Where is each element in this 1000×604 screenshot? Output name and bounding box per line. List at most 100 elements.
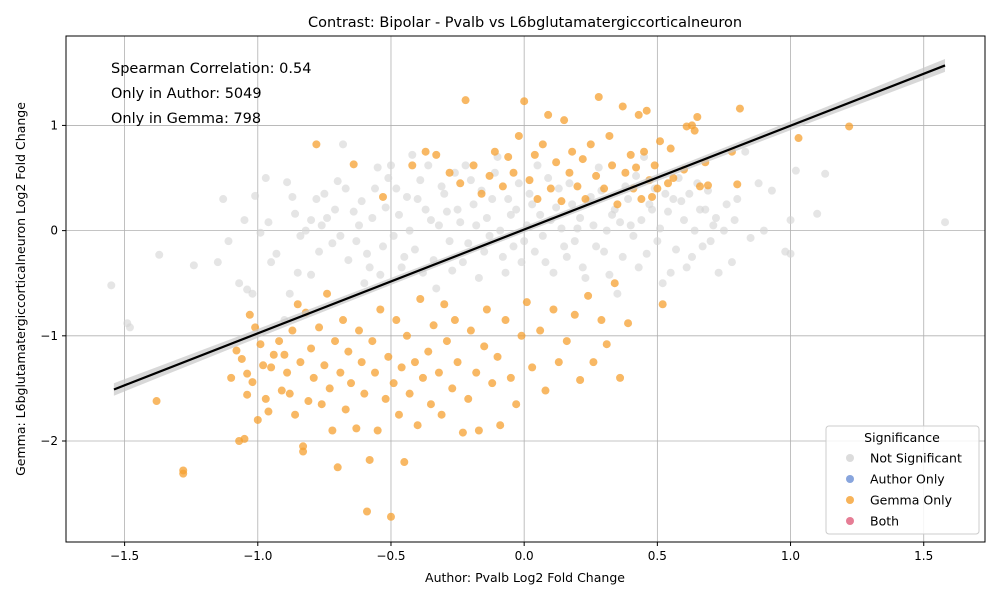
scatter-point-not-significant [363,249,372,258]
y-tick-label: −2 [40,434,58,448]
x-tick-label: 0.0 [515,549,534,563]
scatter-point-gemma-only [283,368,292,377]
scatter-point-gemma-only [352,424,361,433]
scatter-point-gemma-only [456,179,465,188]
scatter-point-gemma-only [368,337,377,346]
scatter-point-not-significant [525,189,534,198]
scatter-point-gemma-only [328,426,337,435]
gemma-only-count-annotation: Only in Gemma: 798 [111,111,261,127]
scatter-point-not-significant [624,195,633,204]
scatter-point-gemma-only [562,337,571,346]
scatter-point-not-significant [560,242,569,251]
scatter-point-not-significant [514,179,523,188]
scatter-point-not-significant [498,252,507,261]
scatter-point-gemma-only [347,379,356,388]
scatter-point-gemma-only [610,279,619,288]
scatter-point-not-significant [394,210,403,219]
scatter-point-gemma-only [592,171,601,180]
scatter-point-not-significant [565,179,574,188]
scatter-point-gemma-only [485,171,494,180]
scatter-point-not-significant [618,252,627,261]
scatter-point-gemma-only [232,346,241,355]
scatter-point-not-significant [405,226,414,235]
scatter-point-not-significant [307,270,316,279]
regression-line [113,64,946,391]
scatter-point-not-significant [549,268,558,277]
legend-label: Gemma Only [870,493,953,508]
scatter-point-not-significant [341,184,350,193]
scatter-point-gemma-only [437,410,446,419]
scatter-point-not-significant [576,213,585,222]
scatter-point-gemma-only [400,458,409,467]
scatter-point-not-significant [240,216,249,225]
scatter-point-gemma-only [536,326,545,335]
scatter-point-not-significant [746,233,755,242]
scatter-point-gemma-only [565,168,574,177]
scatter-point-gemma-only [477,189,486,198]
scatter-point-gemma-only [490,147,499,156]
scatter-point-not-significant [458,258,467,267]
legend-label: Both [870,514,899,529]
scatter-point-gemma-only [413,421,422,430]
scatter-point-not-significant [267,258,276,267]
scatter-point-not-significant [658,279,667,288]
scatter-point-not-significant [424,161,433,170]
scatter-point-gemma-only [434,368,443,377]
scatter-point-gemma-only [632,163,641,172]
scatter-point-gemma-only [608,161,617,170]
scatter-point-gemma-only [488,379,497,388]
scatter-point-gemma-only [626,150,635,159]
scatter-point-gemma-only [381,394,390,403]
scatter-point-not-significant [730,216,739,225]
scatter-point-gemma-only [269,350,278,359]
scatter-point-not-significant [402,192,411,201]
scatter-point-not-significant [485,231,494,240]
x-tick-label: 1.0 [781,549,800,563]
y-axis-ticks: −2 −1 0 1 [40,118,66,448]
scatter-point-not-significant [544,174,553,183]
scatter-point-gemma-only [461,96,470,105]
scatter-point-not-significant [464,239,473,248]
scatter-point-gemma-only [648,192,657,201]
scatter-point-not-significant [727,258,736,267]
x-tick-label: −1.0 [243,549,272,563]
scatter-point-not-significant [509,242,518,251]
scatter-point-not-significant [389,231,398,240]
scatter-point-gemma-only [621,168,630,177]
scatter-point-not-significant [786,249,795,258]
scatter-point-gemma-only [405,389,414,398]
scatter-point-gemma-only [522,298,531,307]
scatter-point-gemma-only [309,373,318,382]
scatter-point-not-significant [754,179,763,188]
scatter-point-gemma-only [695,182,704,191]
scatter-point-not-significant [437,182,446,191]
scatter-point-not-significant [653,237,662,246]
scatter-point-gemma-only [392,316,401,325]
scatter-point-gemma-only [291,410,300,419]
scatter-point-not-significant [461,161,470,170]
y-tick-label: −1 [40,329,58,343]
scatter-point-gemma-only [357,358,366,367]
scatter-point-gemma-only [589,358,598,367]
stat-annotations: Spearman Correlation: 0.54 Only in Autho… [111,61,311,127]
scatter-point-not-significant [578,263,587,272]
scatter-point-not-significant [512,205,521,214]
scatter-point-not-significant [626,221,635,230]
scatter-point-gemma-only [365,455,374,464]
scatter-point-not-significant [562,252,571,261]
scatter-point-gemma-only [509,168,518,177]
scatter-point-not-significant [759,226,768,235]
scatter-point-not-significant [432,284,441,293]
scatter-point-not-significant [392,184,401,193]
x-axis-ticks: −1.5 −1.0 −0.5 0.0 0.5 1.0 1.5 [110,542,933,563]
scatter-point-not-significant [323,213,332,222]
scatter-point-not-significant [301,226,310,235]
scatter-point-gemma-only [293,300,302,309]
scatter-point-gemma-only [458,428,467,437]
scatter-point-not-significant [434,221,443,230]
scatter-point-not-significant [530,247,539,256]
scatter-point-not-significant [397,263,406,272]
x-tick-label: 1.5 [914,549,933,563]
scatter-point-not-significant [285,289,294,298]
y-tick-label: 1 [50,118,58,132]
